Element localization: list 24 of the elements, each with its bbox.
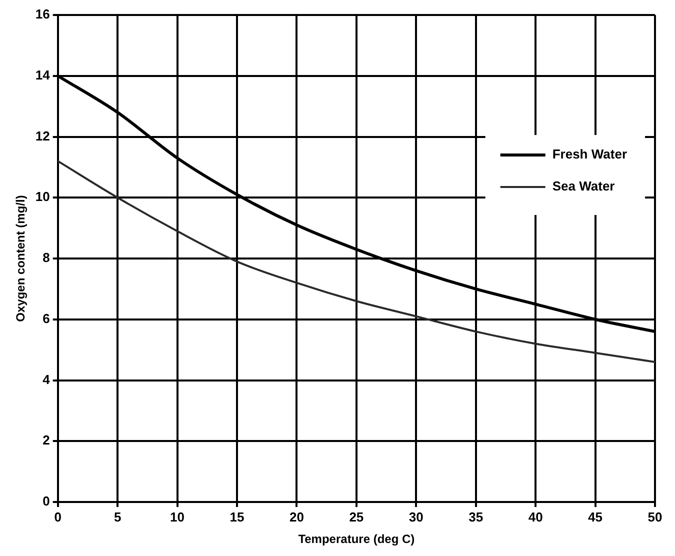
y-tick-label: 2 bbox=[42, 432, 50, 448]
x-tick-label: 5 bbox=[114, 509, 122, 524]
x-tick-label: 15 bbox=[230, 509, 244, 524]
x-tick-label: 35 bbox=[468, 509, 484, 524]
x-tick-label: 25 bbox=[349, 509, 364, 524]
y-tick-label: 0 bbox=[42, 494, 50, 509]
legend-label: Fresh Water bbox=[552, 146, 628, 162]
x-tick-label: 50 bbox=[648, 509, 662, 524]
x-tick-label: 45 bbox=[588, 509, 603, 524]
x-tick-label: 30 bbox=[408, 509, 424, 524]
y-tick-label: 12 bbox=[35, 128, 50, 144]
y-tick-label: 8 bbox=[42, 250, 50, 266]
x-tick-label: 10 bbox=[170, 509, 185, 524]
x-tick-label: 0 bbox=[54, 509, 62, 524]
y-tick-label: 4 bbox=[42, 372, 51, 387]
legend-label: Sea Water bbox=[552, 178, 615, 194]
x-tick-label: 20 bbox=[289, 509, 304, 524]
x-axis-title: Temperature (deg C) bbox=[298, 532, 415, 546]
y-tick-label: 10 bbox=[35, 189, 50, 204]
y-tick-label: 6 bbox=[42, 310, 50, 326]
y-tick-label: 14 bbox=[35, 67, 51, 82]
x-tick-label: 40 bbox=[528, 509, 543, 524]
y-tick-label: 16 bbox=[35, 6, 50, 22]
y-axis-title: Oxygen content (mg/l) bbox=[14, 195, 28, 322]
